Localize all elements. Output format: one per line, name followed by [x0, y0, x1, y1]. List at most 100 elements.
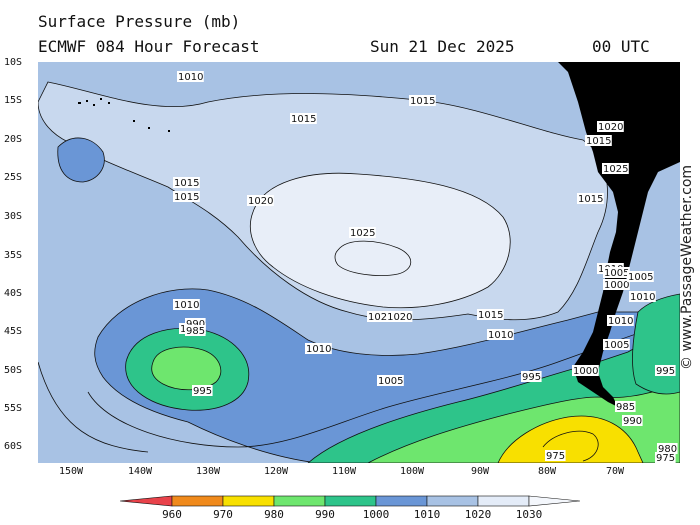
- lon-label: 80W: [537, 466, 557, 477]
- isobar-label: 1000: [604, 280, 629, 291]
- isobar-label: 995: [193, 386, 212, 397]
- isobar-label: 1010: [630, 292, 655, 303]
- isobar-label-bg: [585, 135, 612, 146]
- lon-label: 120W: [263, 466, 289, 477]
- isobar-label: 1015: [291, 114, 316, 125]
- isobar-label-bg: [305, 343, 332, 354]
- lat-label: 30S: [4, 211, 23, 222]
- isobar-label-bg: [577, 193, 604, 204]
- isobar-label: 1005: [604, 340, 629, 351]
- isobar-label-bg: [377, 375, 404, 386]
- isobar-label-bg: [603, 267, 630, 278]
- pressure-map: 1010 1015 1015 1015 1015 1020 1025 1010 1021020 1…: [38, 62, 680, 463]
- lon-label: 150W: [58, 466, 84, 477]
- forecast-time: 00 UTC: [592, 37, 650, 56]
- isobar-label: 1010: [488, 330, 513, 341]
- isobar-label: 990: [623, 416, 642, 427]
- isobar-label: 1025: [603, 164, 628, 175]
- map-title: Surface Pressure (mb): [38, 12, 241, 31]
- isobar-label-bg: [173, 299, 200, 310]
- isobar-label-bg: [627, 271, 654, 282]
- lon-label: 110W: [331, 466, 357, 477]
- lat-label: 55S: [4, 403, 23, 414]
- isobar-label-bg: [349, 227, 376, 238]
- isobar-label: 1020: [248, 196, 273, 207]
- isobar-label-bg: [607, 315, 634, 326]
- lon-label: 100W: [399, 466, 425, 477]
- isobar-label: 975: [546, 451, 565, 462]
- isobar-label-bg: [629, 291, 656, 302]
- isobar-label-bg: [602, 163, 629, 174]
- isobar-1025-center: [334, 240, 412, 276]
- isobar-label: 1010: [174, 300, 199, 311]
- lat-label: 45S: [4, 326, 23, 337]
- isobar-label: 1005: [604, 268, 629, 279]
- southern-band-975-isobar: [542, 430, 599, 462]
- isobar-label-bg: [173, 177, 200, 188]
- isobar-label-bg: [521, 371, 542, 382]
- isobar-label-bg: [477, 309, 504, 320]
- colorbar-segment-980: [273, 495, 326, 507]
- isobar-label: 1010: [306, 344, 331, 355]
- colorbar-segment-970: [222, 495, 275, 507]
- isobar-label: 975: [656, 453, 675, 463]
- isobar-label: 1015: [174, 178, 199, 189]
- isobar-label-bg: [367, 311, 413, 322]
- isobar-label-bg: [545, 450, 566, 461]
- forecast-date: Sun 21 Dec 2025: [370, 37, 515, 56]
- lat-label: 40S: [4, 288, 23, 299]
- colorbar-segment-1000: [375, 495, 428, 507]
- isobar-labels: 1010 1015 1015 1015 1015 1020 1025 1010 1021020 1…: [173, 71, 678, 463]
- lon-label: 70W: [605, 466, 625, 477]
- isobar-label: 1025: [350, 228, 375, 239]
- isobar-label: 1015: [174, 192, 199, 203]
- isobar-label: 1000: [573, 366, 598, 377]
- pressure-map-svg: 1010 1015 1015 1015 1015 1020 1025 1010 1021020 1…: [38, 62, 680, 463]
- isobar-label: 1015: [478, 310, 503, 321]
- southern-band-970-980: [497, 415, 644, 463]
- colorbar-label: 1030: [515, 508, 543, 521]
- lat-label: 25S: [4, 172, 23, 183]
- colorbar-label: 990: [315, 508, 335, 521]
- isobar-label: 1015: [578, 194, 603, 205]
- colorbar-label: 980: [264, 508, 284, 521]
- isobar-label-bg: [290, 113, 317, 124]
- isobar-label-bg: [247, 195, 274, 206]
- band-1020-1025: [249, 172, 511, 309]
- colorbar-right-arrow: [528, 495, 581, 507]
- colorbar-label: 1000: [362, 508, 390, 521]
- passageweather-watermark: © www.PassageWeather.com: [679, 164, 695, 370]
- isobar-label: 1021020: [368, 312, 413, 323]
- isobar-label: 1015: [410, 96, 435, 107]
- lat-label: 15S: [4, 95, 23, 106]
- isobar-label-bg: [185, 318, 206, 329]
- lat-label: 60S: [4, 441, 23, 452]
- lat-label: 20S: [4, 134, 23, 145]
- isobar-label-bg: [655, 452, 676, 463]
- lon-label: 130W: [195, 466, 221, 477]
- isobar-label: 985: [616, 402, 635, 413]
- lon-label: 90W: [470, 466, 490, 477]
- colorbar-label: 960: [162, 508, 182, 521]
- colorbar-left-arrow: [119, 495, 173, 507]
- isobar-label-bg: [657, 443, 678, 454]
- isobar-label-bg: [603, 339, 630, 350]
- isobar-label: 985: [186, 326, 205, 337]
- isobar-label: 980: [658, 444, 677, 455]
- colorbar-segment-960: [171, 495, 224, 507]
- isobar-label-bg: [487, 329, 514, 340]
- lon-label: 140W: [127, 466, 153, 477]
- colorbar-label: 1020: [464, 508, 492, 521]
- colorbar-segment-1020: [477, 495, 530, 507]
- isobar-label: 995: [522, 372, 541, 383]
- colorbar-label: 970: [213, 508, 233, 521]
- isobar-label: 1015: [586, 136, 611, 147]
- isobar-label-bg: [655, 365, 676, 376]
- isobar-label-bg: [192, 385, 213, 396]
- forecast-model: ECMWF 084 Hour Forecast: [38, 37, 260, 56]
- lat-label: 35S: [4, 250, 23, 261]
- lat-label: 50S: [4, 365, 23, 376]
- colorbar-label: 1010: [413, 508, 441, 521]
- colorbar-segment-1010: [426, 495, 479, 507]
- isobar-label-bg: [173, 191, 200, 202]
